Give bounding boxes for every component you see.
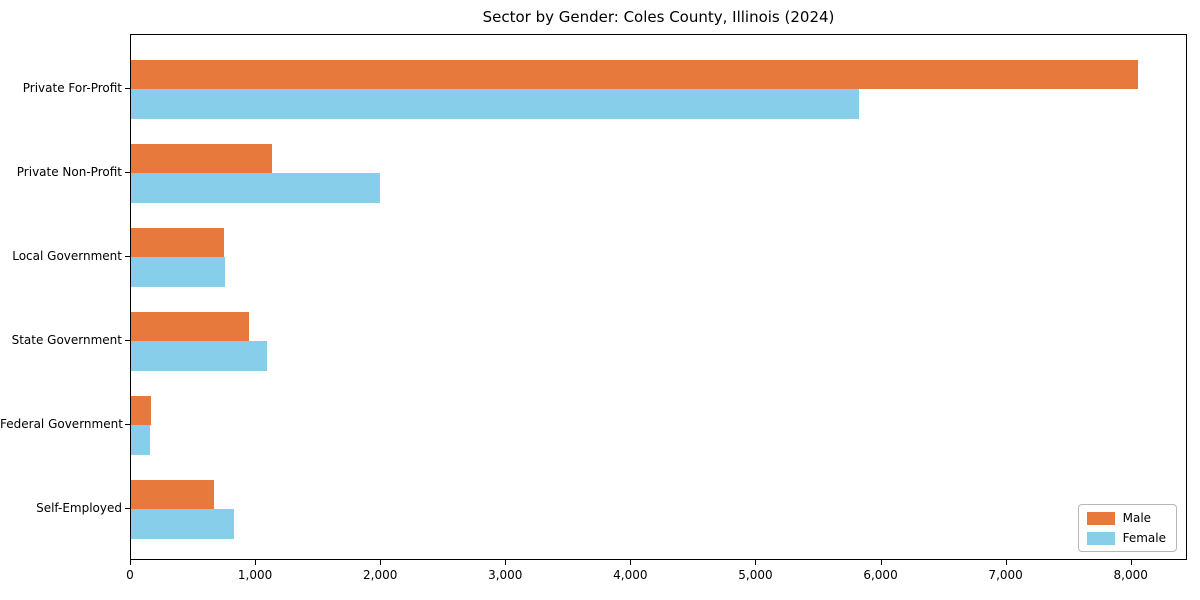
male-swatch — [1086, 511, 1115, 525]
y-tick-mark — [125, 424, 130, 425]
y-tick-mark — [125, 88, 130, 89]
chart-title: Sector by Gender: Coles County, Illinois… — [482, 8, 835, 26]
x-tick-label: 7,000 — [988, 568, 1023, 582]
x-tick-label: 1,000 — [237, 568, 273, 582]
x-tick-mark — [880, 560, 882, 565]
bar-male-5 — [131, 395, 151, 425]
y-tick-mark — [125, 340, 130, 341]
x-tick-mark — [1130, 560, 1132, 565]
legend-item-male: Male — [1086, 511, 1166, 525]
plot-area: Male Female — [130, 34, 1187, 560]
x-tick-label: 0 — [126, 568, 134, 582]
x-tick-label: 4,000 — [613, 568, 648, 582]
bar-female-1 — [131, 89, 860, 119]
bar-female-2 — [131, 173, 380, 203]
y-tick-mark — [125, 256, 130, 257]
x-tick-mark — [130, 560, 131, 565]
y-tick-label: State Government — [11, 333, 122, 347]
bar-female-4 — [131, 341, 268, 371]
bar-male-1 — [131, 59, 1138, 89]
bar-female-6 — [131, 509, 234, 539]
legend: Male Female — [1077, 504, 1177, 552]
x-tick-label: 8,000 — [1113, 568, 1148, 582]
x-tick-label: 5,000 — [738, 568, 773, 582]
bar-male-3 — [131, 227, 224, 257]
y-tick-label: Federal Government — [0, 417, 123, 431]
y-tick-label: Local Government — [12, 249, 122, 263]
y-tick-mark — [125, 172, 130, 173]
x-tick-mark — [1005, 560, 1007, 565]
x-tick-mark — [630, 560, 632, 565]
legend-label-female: Female — [1122, 531, 1166, 545]
x-tick-label: 6,000 — [863, 568, 898, 582]
x-tick-mark — [255, 560, 257, 565]
x-tick-label: 2,000 — [362, 568, 398, 582]
x-tick-mark — [755, 560, 757, 565]
legend-item-female: Female — [1086, 531, 1166, 545]
female-swatch — [1086, 531, 1115, 545]
x-tick-mark — [380, 560, 382, 565]
bar-female-3 — [131, 257, 225, 287]
y-tick-mark — [125, 508, 130, 509]
bar-male-2 — [131, 143, 273, 173]
bar-male-6 — [131, 479, 214, 509]
y-tick-label: Private For-Profit — [22, 81, 122, 95]
bar-female-5 — [131, 425, 150, 455]
x-tick-label: 3,000 — [488, 568, 523, 582]
y-tick-label: Private Non-Profit — [16, 165, 122, 179]
bar-male-4 — [131, 311, 249, 341]
y-tick-label: Self-Employed — [36, 501, 122, 515]
x-tick-mark — [505, 560, 507, 565]
legend-label-male: Male — [1122, 511, 1152, 525]
